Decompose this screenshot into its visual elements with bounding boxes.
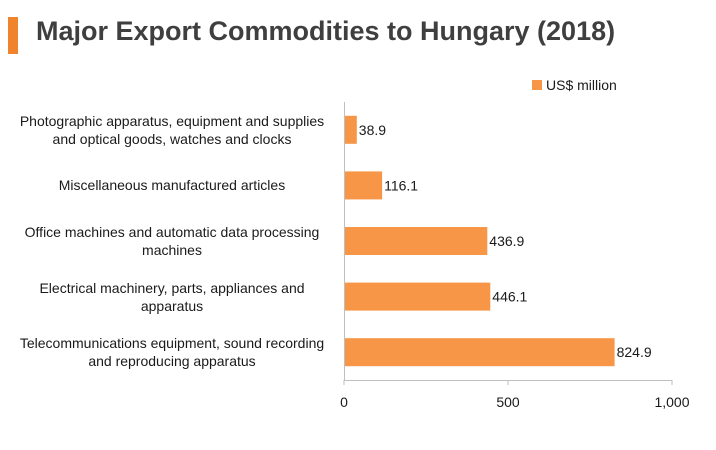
data-label: 38.9 [359, 122, 386, 138]
chart-title: Major Export Commodities to Hungary (201… [36, 16, 616, 46]
title-accent-bar [8, 17, 18, 54]
x-tick-label: 0 [340, 394, 348, 410]
data-label: 436.9 [489, 233, 524, 249]
category-label: Photographic apparatus, equipment and su… [19, 112, 325, 147]
legend-label: US$ million [546, 77, 617, 93]
data-label: 116.1 [384, 177, 418, 193]
bar [345, 227, 488, 255]
data-label: 446.1 [492, 289, 527, 305]
bar [345, 171, 383, 200]
chart-legend: US$ million [532, 76, 617, 94]
data-label: 824.9 [617, 344, 652, 360]
bar [345, 338, 615, 367]
category-label: Miscellaneous manufactured articles [58, 177, 286, 194]
x-tick-label: 500 [496, 394, 520, 410]
category-label: Office machines and automatic data proce… [24, 224, 320, 258]
category-label: Electrical machinery, parts, appliances … [39, 279, 305, 314]
x-tick-label: 1,000 [654, 394, 689, 410]
bar [345, 282, 491, 311]
legend-swatch [532, 80, 542, 90]
bar [345, 115, 357, 144]
category-label: Telecommunications equipment, sound reco… [19, 335, 325, 370]
